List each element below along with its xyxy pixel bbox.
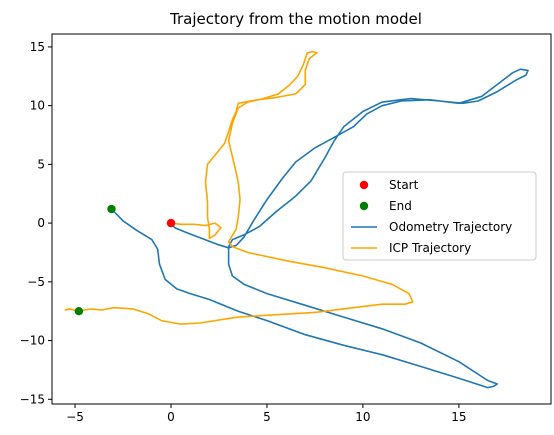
legend-label-end: End bbox=[389, 199, 412, 213]
series-line-odometry bbox=[110, 68, 529, 389]
chart-title: Trajectory from the motion model bbox=[169, 10, 422, 28]
x-tick-label: 5 bbox=[263, 410, 271, 424]
legend-label-icp-trajectory: ICP Trajectory bbox=[389, 241, 471, 255]
plot-frame bbox=[51, 33, 552, 405]
y-tick-label: −15 bbox=[20, 392, 45, 406]
y-tick-label: 0 bbox=[37, 216, 45, 230]
x-tick-label: 15 bbox=[451, 410, 466, 424]
plot-area bbox=[51, 33, 552, 405]
legend-marker-start bbox=[359, 180, 369, 190]
x-tick-label: −5 bbox=[66, 410, 84, 424]
legend-label-start: Start bbox=[389, 178, 419, 192]
y-axis: −15 −10 −5 0 5 10 15 bbox=[20, 40, 52, 406]
legend: Start End Odometry Trajectory ICP Trajector… bbox=[342, 171, 537, 261]
y-tick-label: 5 bbox=[37, 157, 45, 171]
x-axis: −5 0 5 10 15 bbox=[66, 404, 467, 424]
legend-box bbox=[342, 171, 537, 261]
y-tick-label: −10 bbox=[20, 334, 45, 348]
legend-label-odometry-trajectory: Odometry Trajectory bbox=[389, 220, 512, 234]
end-marker-2 bbox=[74, 307, 84, 316]
x-tick-label: 10 bbox=[355, 410, 370, 424]
start-marker-0 bbox=[166, 218, 176, 228]
end-marker-1 bbox=[107, 204, 116, 214]
legend-marker-end bbox=[359, 201, 369, 211]
y-tick-label: 15 bbox=[30, 40, 45, 54]
series-line-icp bbox=[64, 50, 414, 325]
x-tick-label: 0 bbox=[167, 410, 175, 424]
y-tick-label: −5 bbox=[27, 275, 45, 289]
y-tick-label: 10 bbox=[30, 99, 45, 113]
